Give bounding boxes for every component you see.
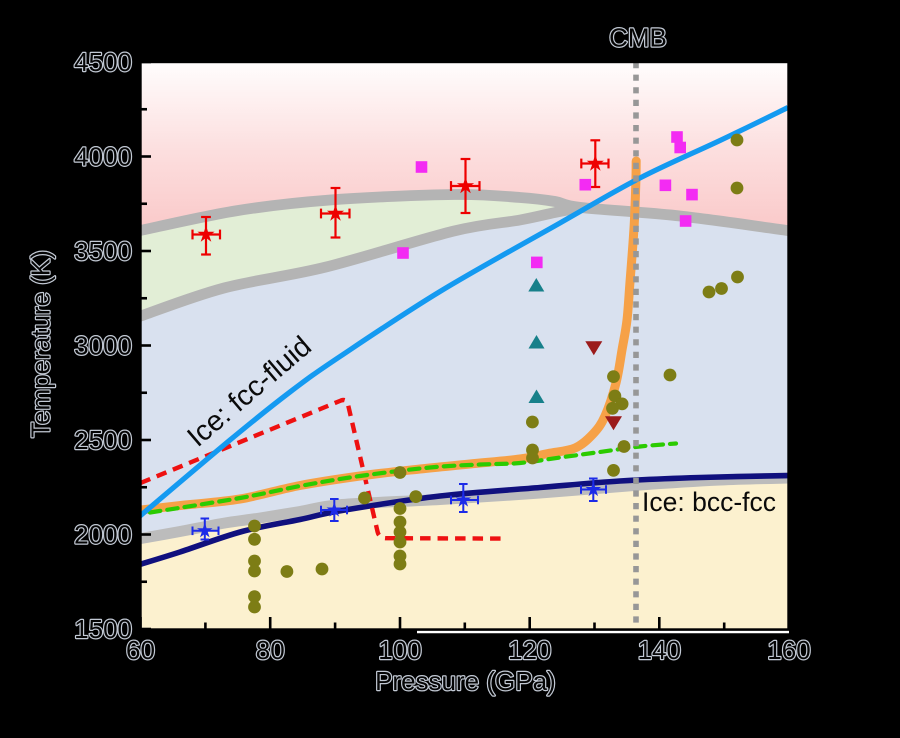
svg-text:Temperature (K): Temperature (K) bbox=[26, 250, 56, 438]
svg-text:2000: 2000 bbox=[74, 520, 132, 550]
svg-text:4500: 4500 bbox=[74, 47, 132, 77]
svg-text:3500: 3500 bbox=[74, 236, 132, 266]
svg-text:Ice: bcc-fcc: Ice: bcc-fcc bbox=[642, 487, 776, 517]
svg-text:160: 160 bbox=[767, 635, 810, 665]
svg-text:120: 120 bbox=[508, 635, 551, 665]
svg-text:4000: 4000 bbox=[74, 142, 132, 172]
svg-text:Pressure (GPa): Pressure (GPa) bbox=[375, 666, 556, 696]
svg-text:100: 100 bbox=[378, 635, 421, 665]
svg-text:3000: 3000 bbox=[74, 331, 132, 361]
svg-text:1500: 1500 bbox=[74, 614, 132, 644]
svg-text:CMB: CMB bbox=[609, 23, 667, 53]
svg-text:60: 60 bbox=[126, 635, 155, 665]
svg-text:80: 80 bbox=[256, 635, 285, 665]
svg-text:140: 140 bbox=[638, 635, 681, 665]
svg-text:2500: 2500 bbox=[74, 425, 132, 455]
